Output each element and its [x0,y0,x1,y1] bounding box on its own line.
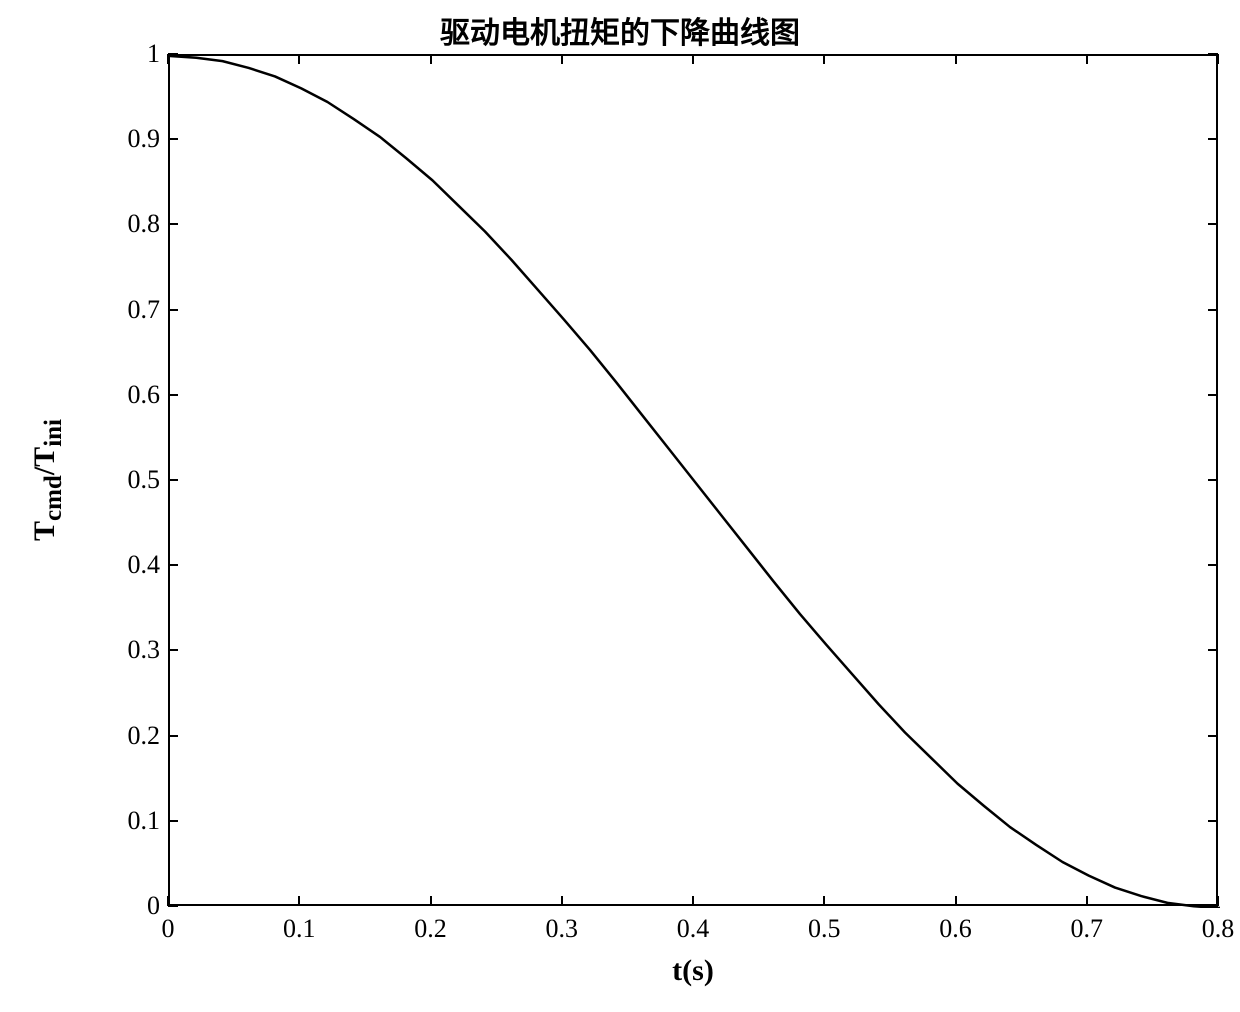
x-tick-label: 0 [162,914,175,944]
x-tick-label: 0.1 [283,914,316,944]
y-tick-mark-right [1208,564,1218,566]
y-tick-label: 0.8 [116,209,160,239]
y-tick-mark [168,53,178,55]
y-axis-label: Tcmd/Tini [28,419,68,541]
y-tick-mark-right [1208,394,1218,396]
x-tick-mark [823,896,825,906]
torque-curve [170,56,1220,908]
y-tick-mark-right [1208,309,1218,311]
x-tick-label: 0.2 [414,914,447,944]
y-tick-label: 0.1 [116,806,160,836]
y-tick-mark [168,223,178,225]
x-tick-label: 0.6 [939,914,972,944]
y-tick-mark-right [1208,479,1218,481]
x-tick-mark-top [692,54,694,64]
ylabel-part: T [28,521,61,541]
y-tick-label: 0.3 [116,635,160,665]
x-tick-mark-top [823,54,825,64]
chart-container: 驱动电机扭矩的下降曲线图 t(s) Tcmd/Tini 0 0.1 0.2 0.3 0.… [0,0,1240,1012]
y-tick-label: 0.5 [116,465,160,495]
y-tick-mark-right [1208,138,1218,140]
y-tick-mark [168,309,178,311]
x-tick-mark-top [1086,54,1088,64]
y-tick-mark [168,564,178,566]
x-tick-mark-top [955,54,957,64]
x-tick-mark-top [298,54,300,64]
x-tick-mark-top [167,54,169,64]
x-tick-mark [955,896,957,906]
y-tick-mark-right [1208,735,1218,737]
x-tick-mark-top [430,54,432,64]
chart-title: 驱动电机扭矩的下降曲线图 [0,8,1240,52]
y-tick-mark-right [1208,820,1218,822]
x-tick-mark-top [561,54,563,64]
y-tick-mark [168,820,178,822]
y-tick-mark [168,649,178,651]
y-tick-label: 1 [116,39,160,69]
x-tick-mark [692,896,694,906]
y-tick-mark [168,394,178,396]
x-tick-mark [430,896,432,906]
x-tick-mark [1086,896,1088,906]
x-tick-label: 0.8 [1202,914,1235,944]
x-tick-label: 0.7 [1071,914,1104,944]
x-tick-mark-top [1217,54,1219,64]
y-tick-mark-right [1208,53,1218,55]
x-tick-label: 0.5 [808,914,841,944]
y-tick-label: 0.4 [116,550,160,580]
y-tick-mark [168,735,178,737]
y-tick-mark [168,138,178,140]
ylabel-sub2: ini [40,419,67,447]
y-tick-mark-right [1208,649,1218,651]
y-tick-label: 0.2 [116,721,160,751]
ylabel-sub1: cmd [40,475,67,521]
y-tick-label: 0.6 [116,380,160,410]
x-axis-label: t(s) [672,954,714,988]
plot-area [168,54,1218,906]
x-tick-mark [298,896,300,906]
ylabel-slash: /T [28,447,61,475]
x-tick-label: 0.3 [546,914,579,944]
x-tick-label: 0.4 [677,914,710,944]
y-tick-label: 0.7 [116,295,160,325]
y-tick-mark-right [1208,905,1218,907]
x-tick-mark [561,896,563,906]
y-tick-label: 0.9 [116,124,160,154]
y-tick-mark-right [1208,223,1218,225]
y-tick-mark [168,479,178,481]
y-tick-label: 0 [116,891,160,921]
y-tick-mark [168,905,178,907]
